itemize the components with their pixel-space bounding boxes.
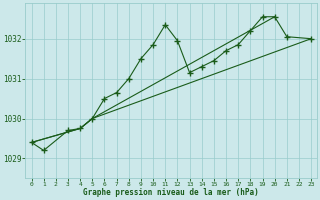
X-axis label: Graphe pression niveau de la mer (hPa): Graphe pression niveau de la mer (hPa) bbox=[84, 188, 259, 197]
